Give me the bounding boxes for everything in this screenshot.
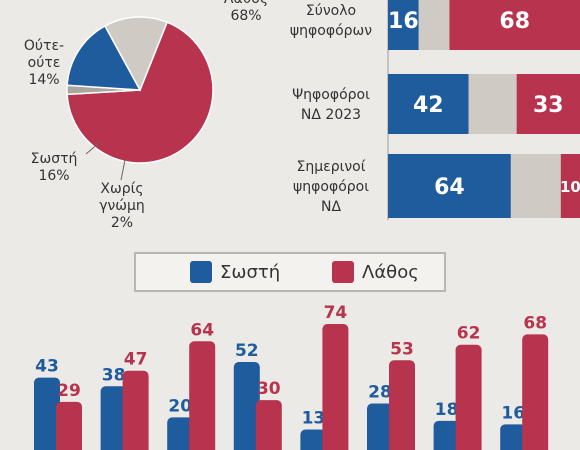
hbar-segment — [388, 0, 419, 50]
pie-slice — [66, 21, 214, 164]
vbar-value-label: 43 — [35, 357, 59, 377]
legend-item-correct: Σωστή — [190, 261, 280, 283]
vbar — [189, 341, 216, 450]
vbar — [389, 360, 415, 450]
vbar — [255, 400, 282, 450]
vbar-value-label: 74 — [324, 303, 348, 323]
hbar-category-label: ψηφοφόροι — [293, 179, 369, 195]
pie-label: 2% — [111, 215, 133, 231]
hbar-segment — [388, 74, 469, 134]
vbar — [522, 334, 549, 450]
pie-label: 68% — [230, 8, 261, 24]
pie-label: 16% — [38, 168, 69, 184]
hbar-category-label: ΝΔ — [321, 199, 341, 215]
pie-label: ούτε — [28, 55, 61, 71]
hbar-segment — [418, 0, 450, 50]
vbar-value-label: 47 — [124, 350, 148, 370]
vbar — [122, 370, 149, 450]
hbar-category-label: Σημερινοί — [297, 159, 366, 175]
hbar-category-label: Σύνολο — [306, 3, 356, 19]
pie-label: Ούτε- — [24, 38, 64, 54]
hbar-segment — [449, 0, 580, 50]
pie-label: Χωρίς — [100, 181, 143, 197]
vbar — [34, 377, 60, 450]
vbar-value-label: 28 — [368, 383, 392, 403]
pie-label: Σωστή — [31, 151, 78, 167]
hbar-value-label: 33 — [533, 93, 564, 118]
vbar — [455, 344, 482, 450]
vbar — [100, 386, 127, 450]
vbar-value-label: 13 — [302, 409, 326, 429]
pie-slice — [104, 16, 169, 92]
vbar — [300, 429, 327, 450]
vbar-value-label: 64 — [190, 320, 214, 340]
hbar-segment — [560, 154, 580, 218]
vbar — [167, 417, 194, 450]
vbar-value-label: 62 — [457, 324, 481, 344]
legend-item-wrong: Λάθος — [332, 261, 419, 283]
hbar-value-label: 64 — [434, 175, 465, 200]
vbar-value-label: 30 — [257, 379, 281, 399]
pie-label: 14% — [28, 72, 59, 88]
hbar-category-label: ψηφοφόρων — [290, 23, 372, 39]
vbar — [367, 403, 393, 450]
hbar-category-label: Ψηφοφόροι — [292, 87, 370, 103]
vbar — [433, 420, 460, 450]
vbar — [233, 362, 260, 450]
hbar-segment — [510, 154, 561, 218]
vbar-value-label: 29 — [57, 381, 81, 401]
pie-label: Λάθος — [224, 0, 268, 7]
hbar-segment — [468, 74, 517, 134]
legend-label-correct: Σωστή — [220, 261, 281, 283]
pie-leader-line — [85, 141, 101, 155]
vbar-value-label: 38 — [102, 365, 126, 385]
hbar-category-label: ΝΔ 2023 — [301, 107, 361, 123]
hbar-value-label: 16 — [388, 9, 419, 34]
legend: Σωστή Λάθος — [134, 252, 446, 292]
legend-label-wrong: Λάθος — [362, 261, 419, 283]
vbar-value-label: 18 — [435, 400, 459, 420]
vbar — [56, 401, 82, 450]
hbar-segment — [388, 154, 511, 218]
legend-swatch-wrong — [332, 261, 354, 283]
vbar-value-label: 68 — [523, 313, 547, 333]
vbar — [322, 323, 349, 450]
vbar-value-label: 53 — [390, 339, 414, 359]
pie-label: γνώμη — [99, 198, 145, 214]
legend-swatch-correct — [190, 261, 212, 283]
vbar — [500, 424, 527, 450]
hbar-segment — [516, 74, 580, 134]
hbar-value-label: 68 — [499, 9, 530, 34]
hbar-value-label: 42 — [413, 93, 444, 118]
vbar-value-label: 16 — [501, 403, 525, 423]
hbar-value-label: 10 — [560, 178, 580, 196]
vbar-value-label: 52 — [235, 341, 259, 361]
pie-leader-line — [120, 159, 126, 181]
vbar-value-label: 20 — [168, 396, 192, 416]
pie-slice — [66, 24, 142, 91]
